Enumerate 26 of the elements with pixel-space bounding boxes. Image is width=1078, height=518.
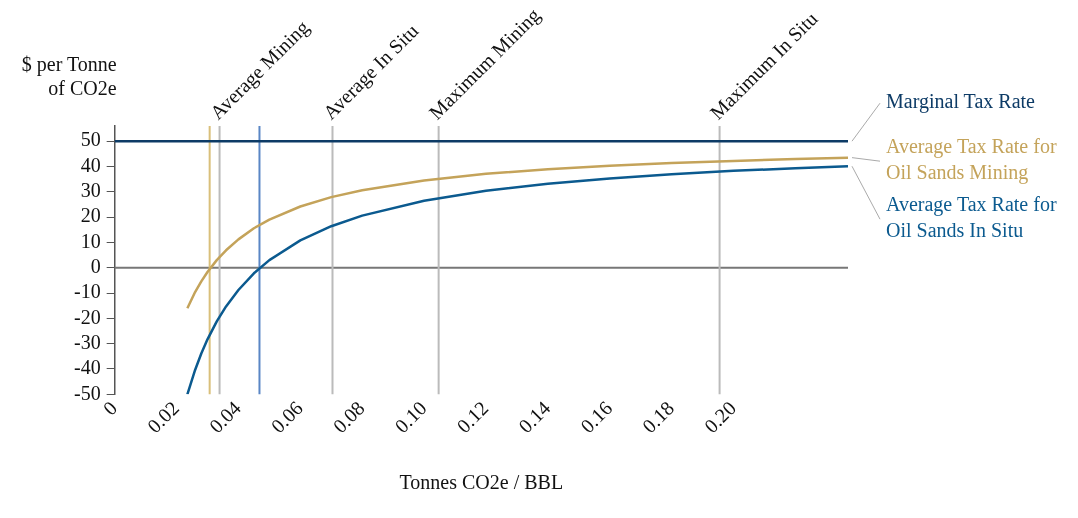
y-tick-label: 10	[80, 229, 101, 252]
x-tick-label: 0.10	[390, 396, 431, 438]
y-tick-label: 40	[80, 153, 101, 176]
x-tick-label: 0.20	[699, 396, 741, 438]
x-tick-label: 0.04	[204, 396, 245, 438]
y-tick-label: -40	[73, 356, 101, 379]
y-tick-label: 50	[80, 128, 101, 151]
y-tick-label: -30	[73, 330, 101, 353]
x-tick-label: 0.18	[637, 396, 679, 438]
y-tick-label: -50	[73, 381, 101, 404]
x-axis-title: Tonnes CO2e / BBL	[399, 471, 564, 494]
x-tick-label: 0.16	[575, 396, 617, 438]
series-label: Average Tax Rate for Oil Sands Mining	[886, 135, 1057, 185]
text: Average Tax Rate for Oil Sands In Situ	[886, 193, 1057, 242]
y-axis-title: $ per Tonne of CO2e	[21, 53, 117, 99]
x-tick-label: 0.12	[452, 396, 493, 438]
y-tick-label: -10	[73, 280, 101, 303]
y-tick-label: 30	[80, 179, 101, 202]
text: Marginal Tax Rate	[886, 90, 1036, 114]
x-tick-label: 0.02	[142, 396, 184, 438]
y-tick-label: 20	[80, 204, 101, 227]
x-tick-label: 0.14	[514, 396, 555, 438]
x-tick-label: 0.08	[328, 396, 369, 438]
y-tick-label: -20	[73, 305, 101, 328]
x-tick-label: 0.06	[266, 396, 307, 438]
y-tick-label: 0	[90, 254, 101, 277]
